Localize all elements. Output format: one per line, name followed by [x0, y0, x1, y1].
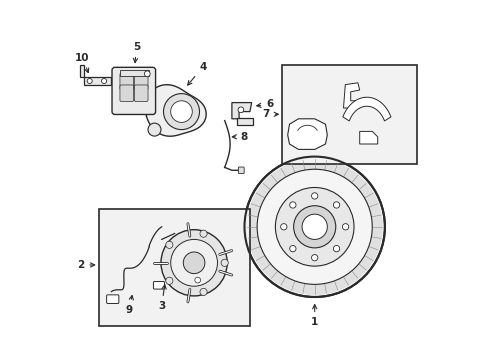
- Circle shape: [333, 246, 339, 252]
- Text: 4: 4: [187, 62, 206, 85]
- Circle shape: [289, 246, 295, 252]
- Circle shape: [170, 101, 192, 122]
- Polygon shape: [287, 119, 326, 149]
- Circle shape: [194, 277, 200, 283]
- Text: 6: 6: [256, 99, 273, 109]
- Circle shape: [289, 202, 295, 208]
- Polygon shape: [343, 83, 359, 108]
- Circle shape: [333, 202, 339, 208]
- FancyBboxPatch shape: [153, 282, 164, 289]
- FancyBboxPatch shape: [134, 73, 148, 90]
- Circle shape: [87, 78, 92, 84]
- Polygon shape: [342, 97, 390, 121]
- Circle shape: [148, 123, 161, 136]
- Circle shape: [221, 259, 228, 266]
- Circle shape: [163, 94, 199, 130]
- Circle shape: [293, 206, 335, 248]
- Text: 7: 7: [262, 109, 278, 119]
- Polygon shape: [80, 65, 84, 77]
- Text: 8: 8: [232, 132, 247, 142]
- Circle shape: [102, 78, 106, 84]
- Text: 1: 1: [310, 305, 318, 327]
- Polygon shape: [237, 118, 253, 125]
- FancyBboxPatch shape: [112, 67, 155, 114]
- Circle shape: [183, 252, 204, 274]
- Polygon shape: [84, 77, 111, 85]
- FancyBboxPatch shape: [120, 73, 133, 90]
- Circle shape: [311, 255, 317, 261]
- Circle shape: [246, 159, 382, 295]
- Circle shape: [165, 241, 173, 248]
- Circle shape: [275, 188, 353, 266]
- Circle shape: [165, 277, 173, 284]
- Polygon shape: [145, 85, 206, 136]
- FancyBboxPatch shape: [106, 295, 119, 303]
- Text: 10: 10: [75, 53, 90, 73]
- FancyBboxPatch shape: [238, 167, 244, 174]
- Circle shape: [238, 107, 244, 113]
- Polygon shape: [231, 103, 251, 119]
- FancyBboxPatch shape: [120, 85, 133, 102]
- Text: 2: 2: [77, 260, 95, 270]
- Polygon shape: [359, 131, 377, 144]
- Text: 3: 3: [158, 285, 166, 311]
- Circle shape: [200, 230, 207, 237]
- Circle shape: [200, 288, 207, 296]
- Circle shape: [280, 224, 286, 230]
- Circle shape: [144, 71, 150, 77]
- Circle shape: [302, 214, 326, 239]
- Bar: [282, 65, 416, 164]
- Text: 9: 9: [125, 296, 133, 315]
- Circle shape: [257, 169, 371, 284]
- Bar: [120, 70, 149, 76]
- Circle shape: [161, 230, 227, 296]
- Bar: [99, 209, 249, 326]
- Circle shape: [244, 157, 384, 297]
- Circle shape: [311, 193, 317, 199]
- FancyBboxPatch shape: [134, 85, 148, 102]
- Circle shape: [170, 239, 217, 286]
- Text: 5: 5: [133, 42, 140, 63]
- Circle shape: [342, 224, 348, 230]
